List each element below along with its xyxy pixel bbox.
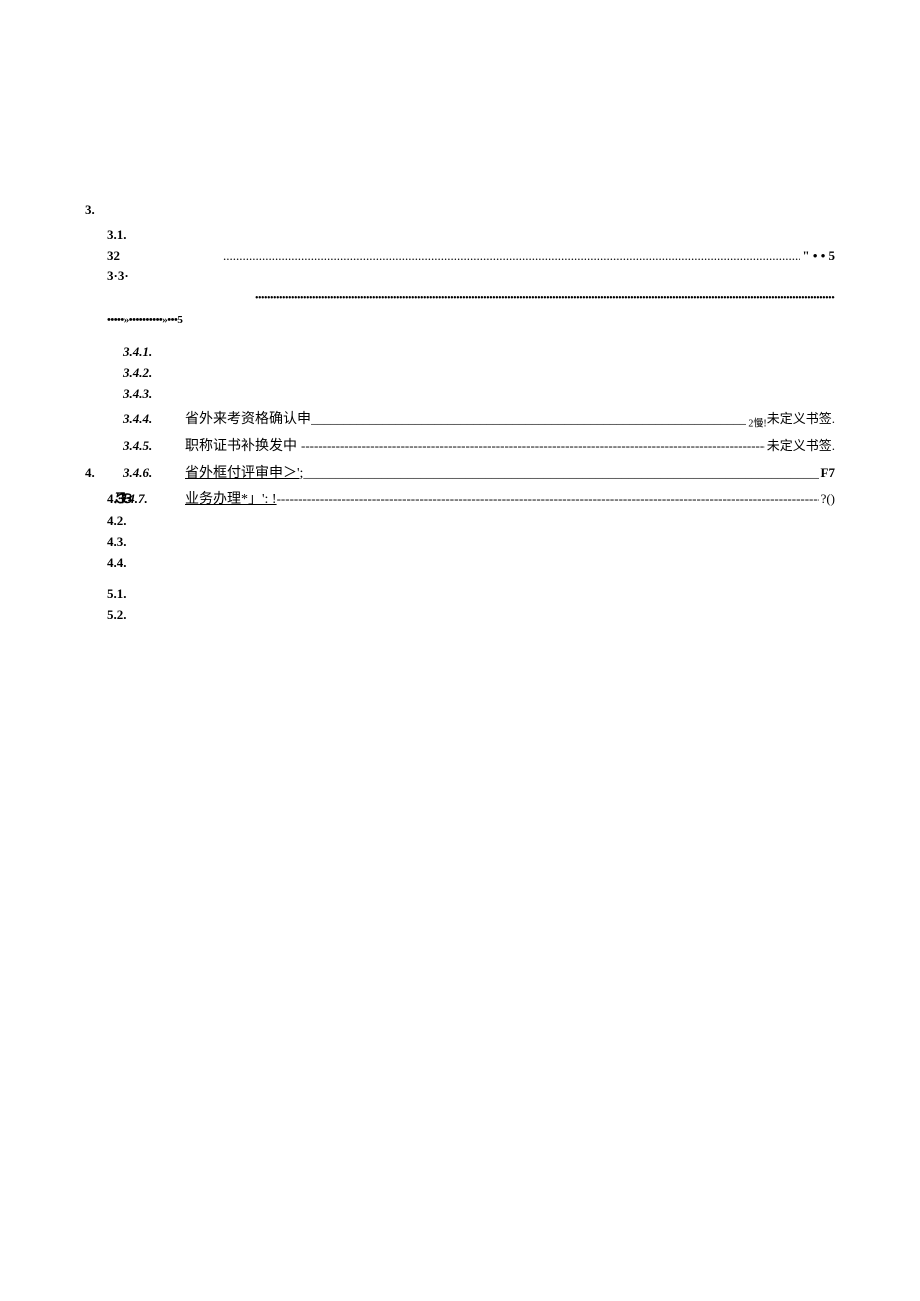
toc-row-4-4: 4.4. xyxy=(85,553,835,574)
toc-num: 5.2. xyxy=(85,605,173,626)
toc-num: 3.4.4. xyxy=(85,409,185,430)
toc-leader xyxy=(255,287,835,308)
toc-num: 3·3· xyxy=(85,266,173,287)
toc-row-4-2: 4.2. xyxy=(85,511,835,532)
toc-row-special: •••••»••••••••••»•••5 xyxy=(85,308,835,332)
toc-row-3-4-4: 3.4.4. 省外来考资格确认申 2慢!未定义书签. xyxy=(85,409,835,433)
toc-row-3-4-7: 4. ᘾ ᘾ.4.7. 业务办理*」': ! ?() xyxy=(85,489,835,511)
toc-num: 4. xyxy=(85,463,123,484)
toc-title: 职称证书补换发中 xyxy=(185,436,297,458)
toc-row-3: 3. xyxy=(85,200,835,221)
toc-num: 32 xyxy=(85,246,173,267)
toc-leader xyxy=(303,463,818,484)
toc-leader xyxy=(277,489,819,510)
toc-row-3-4-6: 4. 3.4.6. 省外框付评审申＞'; F7 xyxy=(85,463,835,485)
toc-num: 4.4. xyxy=(85,553,173,574)
toc-row-4-3: 4.3. xyxy=(85,532,835,553)
toc-page: " • • 5 xyxy=(800,246,835,267)
toc-num: 4.3. xyxy=(85,532,173,553)
toc-num: 3.1. xyxy=(85,225,173,246)
toc-leader xyxy=(311,409,746,430)
toc-num: 3.4.3. xyxy=(85,384,185,405)
toc-num: 3.4.2. xyxy=(85,363,185,384)
toc-page: F7 xyxy=(819,463,835,484)
toc-num: ᘾ.4.7. xyxy=(85,489,185,510)
toc-leader xyxy=(301,436,765,457)
toc-row-bullets xyxy=(85,287,835,308)
toc-num: 3. xyxy=(85,200,105,221)
toc-row-3-1: 3.1. xyxy=(85,225,835,246)
toc-row-5-1: 5.1. xyxy=(85,584,835,605)
toc-page: 未定义书签. xyxy=(765,436,835,457)
toc-title: 业务办理*」': ! xyxy=(185,489,277,511)
toc-row-3-4-2: 3.4.2. xyxy=(85,363,835,384)
toc-num: 3.4.5. xyxy=(85,436,185,457)
toc-title: 省外来考资格确认申 xyxy=(185,409,311,431)
toc-page: 2慢!未定义书签. xyxy=(746,409,835,433)
toc-num: 3.4.1. xyxy=(85,342,185,363)
toc-row-3-4-1: 3.4.1. xyxy=(85,342,835,363)
toc-num-overlap: 4. ᘾ xyxy=(107,489,132,510)
toc-row-3-4-3: 3.4.3. xyxy=(85,384,835,405)
toc-num: 4.2. xyxy=(85,511,173,532)
toc-row-3-3: 3·3· xyxy=(85,266,835,287)
toc-leader xyxy=(223,246,800,267)
toc-row-5-2: 5.2. xyxy=(85,605,835,626)
toc-row-3-2: 32 " • • 5 xyxy=(85,246,835,267)
toc-num-sub: 3.4.6. xyxy=(123,463,185,484)
toc-title: 省外框付评审申＞'; xyxy=(185,463,303,485)
toc-row-3-4-5: 3.4.5. 职称证书补换发中 未定义书签. xyxy=(85,436,835,458)
toc-num: 5.1. xyxy=(85,584,173,605)
toc-page: ?() xyxy=(819,489,835,510)
